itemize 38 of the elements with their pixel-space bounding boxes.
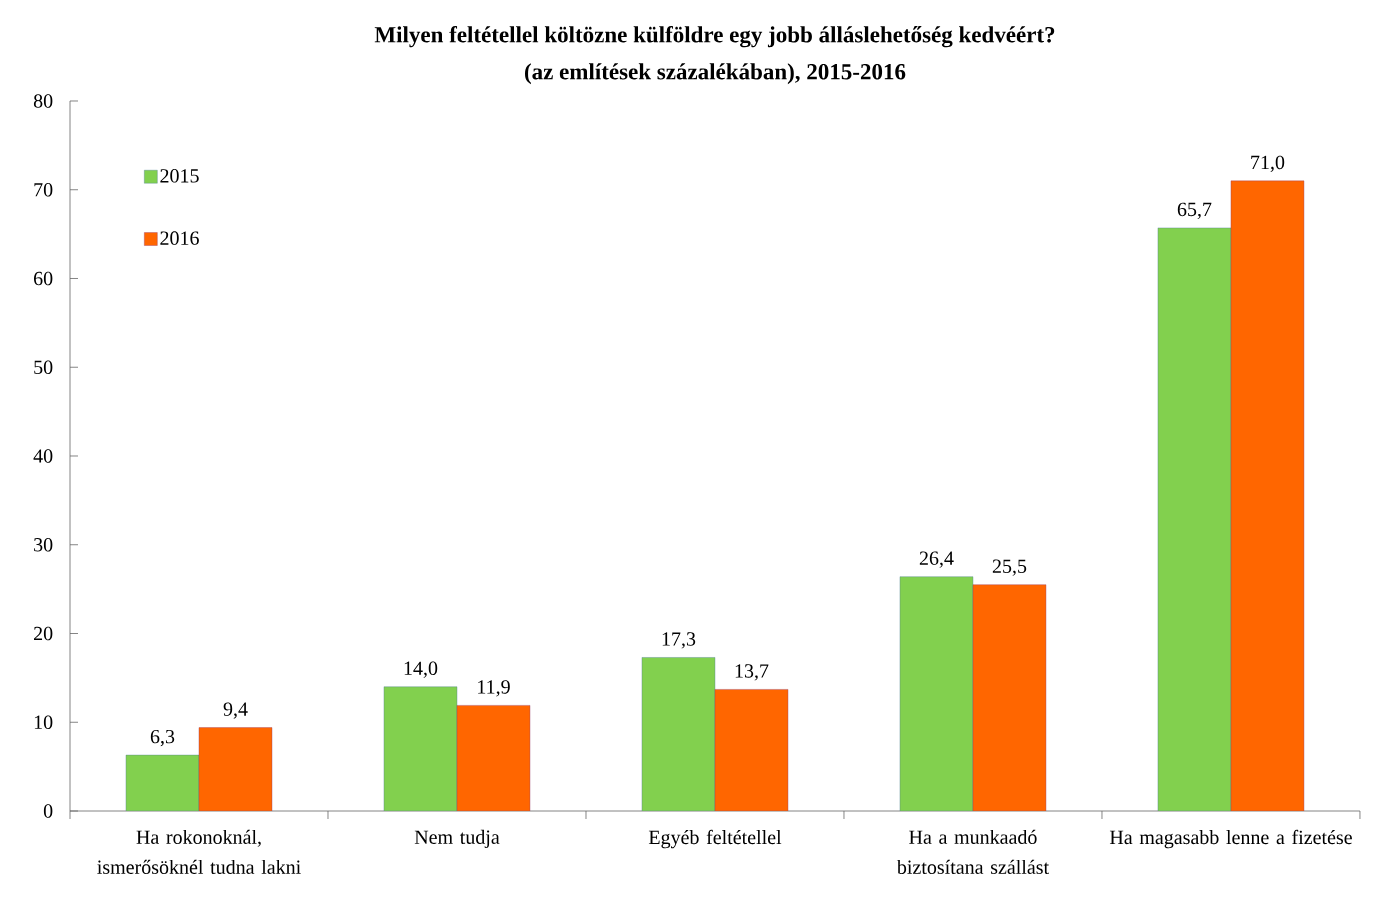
data-label: 17,3 xyxy=(662,632,696,649)
data-label: 9,4 xyxy=(223,702,248,719)
y-tick-label: 20 xyxy=(34,626,53,641)
x-tick-label: Egyéb feltétellel xyxy=(648,829,782,849)
y-tick-label: 10 xyxy=(34,715,53,730)
bar xyxy=(1157,227,1232,811)
data-label: 14,0 xyxy=(404,661,438,678)
bar xyxy=(899,576,974,811)
y-tick-label: 40 xyxy=(33,449,53,463)
x-tick-label: Ha magasabb lenne a fizetése xyxy=(1109,829,1352,849)
y-tick-label: 80 xyxy=(33,94,53,108)
chart-title: Milyen feltétellel költözne külföldre egy jobb álláslehetőség kedvéért? xyxy=(374,26,1055,48)
bar xyxy=(1230,180,1305,811)
y-tick-label: 0 xyxy=(43,804,53,818)
y-tick-label: 60 xyxy=(33,271,53,286)
bar xyxy=(972,584,1047,811)
legend-label: 2015 xyxy=(160,169,199,183)
y-tick-label: 50 xyxy=(34,360,53,374)
data-label: 25,5 xyxy=(992,559,1027,576)
x-tick-label: Ha rokonoknál, ismerősöknél tudna lakni xyxy=(97,829,301,874)
data-label: 11,9 xyxy=(478,680,510,697)
bar xyxy=(198,727,273,811)
bar xyxy=(383,686,458,811)
bar xyxy=(456,705,531,811)
data-label: 65,7 xyxy=(1177,202,1212,220)
data-label: 13,7 xyxy=(735,664,769,681)
x-tick-label: Ha a munkaadó biztosítana szállást xyxy=(896,829,1049,874)
x-tick-label: Nem tudja xyxy=(414,829,500,849)
bar xyxy=(125,754,200,811)
y-tick-label: 70 xyxy=(34,183,53,197)
bar xyxy=(641,657,716,811)
data-label: 6,3 xyxy=(150,729,175,747)
data-label: 71,0 xyxy=(1251,155,1285,173)
bar xyxy=(714,689,789,811)
chart-subtitle: (az említések százalékában), 2015-2016 xyxy=(525,63,906,85)
y-tick-label: 30 xyxy=(34,538,53,552)
data-label: 26,4 xyxy=(919,551,954,568)
legend-label: 2016 xyxy=(160,231,199,245)
